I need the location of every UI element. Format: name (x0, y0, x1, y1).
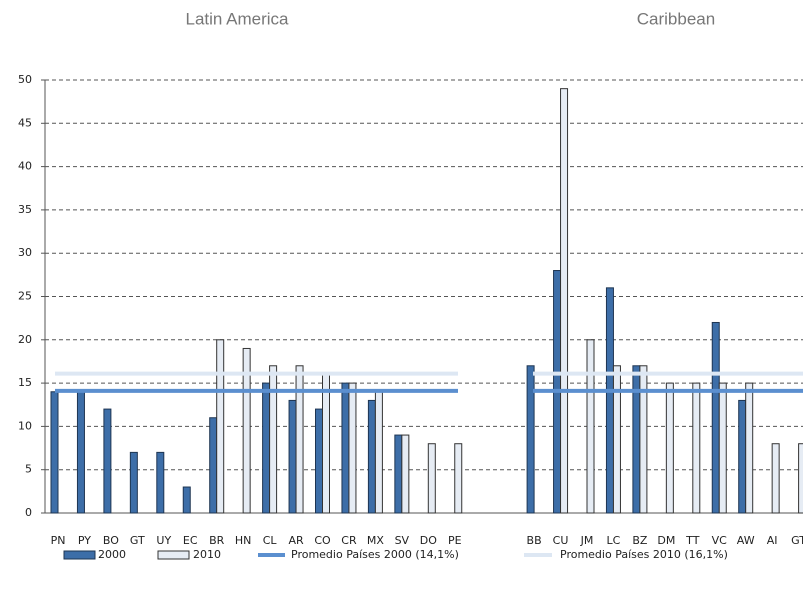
x-tick-label: DM (657, 534, 675, 547)
bar (76, 391, 85, 514)
bar (262, 382, 271, 514)
bar (711, 321, 720, 514)
bar (156, 451, 165, 514)
x-tick-label: AR (288, 534, 304, 547)
x-tick-label: JM (580, 534, 594, 547)
bar (50, 391, 59, 514)
bar (454, 443, 463, 514)
group-title: Caribbean (637, 9, 715, 28)
legend-label: Promedio Países 2010 (16,1%) (560, 548, 728, 561)
legend-label: 2010 (193, 548, 221, 561)
legend-swatch (157, 550, 190, 560)
bar (738, 399, 747, 514)
x-tick-label: UY (156, 534, 171, 547)
bar (692, 382, 701, 514)
x-tick-label: TT (685, 534, 700, 547)
group-title: Latin America (186, 9, 290, 28)
x-tick-label: AW (737, 534, 755, 547)
bar (348, 382, 357, 514)
y-tick-label: 40 (18, 160, 32, 173)
bar (322, 373, 330, 514)
bar (718, 382, 727, 514)
bar (288, 399, 297, 514)
bar (771, 443, 780, 514)
bar (798, 443, 803, 514)
x-tick-label: BZ (632, 534, 648, 547)
y-tick-label: 5 (25, 463, 32, 476)
y-tick-label: 10 (18, 419, 32, 432)
y-tick-label: 35 (18, 203, 32, 216)
bar (586, 339, 595, 514)
bar (526, 365, 535, 514)
y-tick-label: 30 (18, 246, 32, 259)
bar (394, 434, 403, 514)
bar (374, 391, 383, 514)
x-tick-label: CR (341, 534, 357, 547)
bar (665, 382, 674, 514)
y-tick-label: 15 (18, 376, 32, 389)
bar (182, 486, 191, 514)
y-tick-label: 25 (18, 290, 32, 303)
y-tick-label: 45 (18, 116, 32, 129)
x-tick-label: GT (791, 534, 803, 547)
x-tick-label: PN (51, 534, 66, 547)
bar (216, 339, 225, 514)
bar (427, 443, 436, 514)
bar (745, 382, 754, 514)
bar (605, 287, 614, 514)
bar (632, 365, 641, 514)
bar (242, 347, 251, 514)
bar (612, 365, 621, 514)
legend-label: Promedio Países 2000 (14,1%) (291, 548, 459, 561)
bar (341, 382, 350, 514)
x-tick-label: BR (209, 534, 225, 547)
x-tick-label: MX (367, 534, 384, 547)
x-tick-label: CU (553, 534, 569, 547)
bar (209, 417, 218, 514)
y-tick-label: 20 (18, 333, 32, 346)
bar (315, 408, 323, 514)
bar (103, 408, 112, 514)
x-tick-label: CO (314, 534, 331, 547)
x-tick-label: EC (183, 534, 198, 547)
legend-label: 2000 (98, 548, 126, 561)
bar (560, 88, 569, 514)
x-tick-label: BO (103, 534, 119, 547)
bar (401, 434, 410, 514)
x-tick-label: PY (78, 534, 91, 547)
x-tick-label: CL (263, 534, 278, 547)
bar (295, 365, 304, 514)
x-tick-label: GT (130, 534, 145, 547)
x-tick-label: BB (527, 534, 542, 547)
x-tick-label: SV (395, 534, 410, 547)
x-tick-label: PE (448, 534, 462, 547)
x-tick-label: HN (235, 534, 252, 547)
y-tick-label: 50 (18, 73, 32, 86)
x-tick-label: LC (607, 534, 621, 547)
x-tick-label: DO (420, 534, 437, 547)
x-tick-label: VC (712, 534, 728, 547)
bar (269, 365, 278, 514)
legend-swatch (63, 550, 96, 560)
bar (129, 451, 138, 514)
y-tick-label: 0 (25, 506, 32, 519)
x-tick-label: AI (767, 534, 778, 547)
bar (367, 399, 376, 514)
bar (639, 365, 648, 514)
